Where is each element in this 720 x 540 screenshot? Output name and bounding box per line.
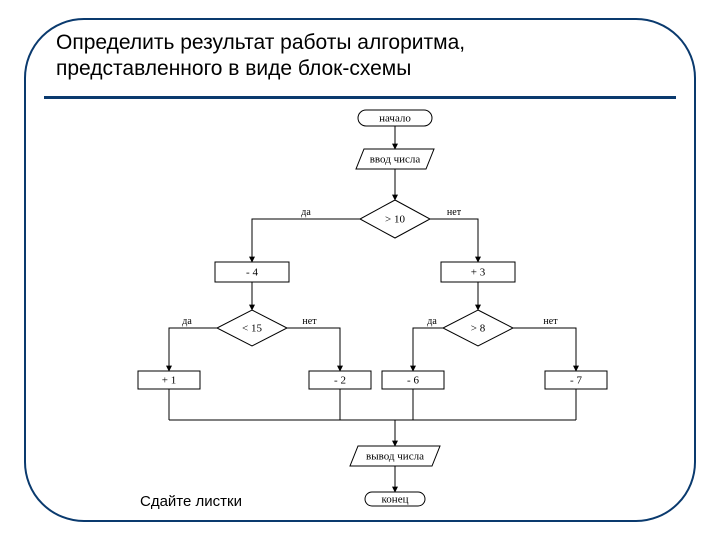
svg-text:да: да [427, 316, 437, 327]
svg-text:нет: нет [447, 207, 462, 218]
svg-text:> 8: > 8 [471, 323, 486, 335]
svg-text:да: да [301, 207, 311, 218]
svg-text:> 10: > 10 [385, 214, 405, 226]
svg-text:- 6: - 6 [407, 375, 419, 387]
svg-text:да: да [182, 316, 192, 327]
svg-text:конец: конец [382, 494, 409, 506]
svg-text:+ 1: + 1 [162, 375, 176, 387]
svg-text:- 4: - 4 [246, 267, 258, 279]
svg-text:< 15: < 15 [242, 323, 262, 335]
svg-text:- 2: - 2 [334, 375, 346, 387]
svg-text:вывод числа: вывод числа [366, 451, 424, 463]
svg-text:- 7: - 7 [570, 375, 582, 387]
svg-text:нет: нет [543, 316, 558, 327]
svg-text:нет: нет [302, 316, 317, 327]
svg-text:начало: начало [379, 113, 411, 125]
flowchart-diagram: да нет да нет да нет начало ввод числа > 10 - 4 +… [0, 0, 720, 540]
svg-text:+ 3: + 3 [471, 267, 486, 279]
svg-text:ввод числа: ввод числа [370, 154, 421, 166]
